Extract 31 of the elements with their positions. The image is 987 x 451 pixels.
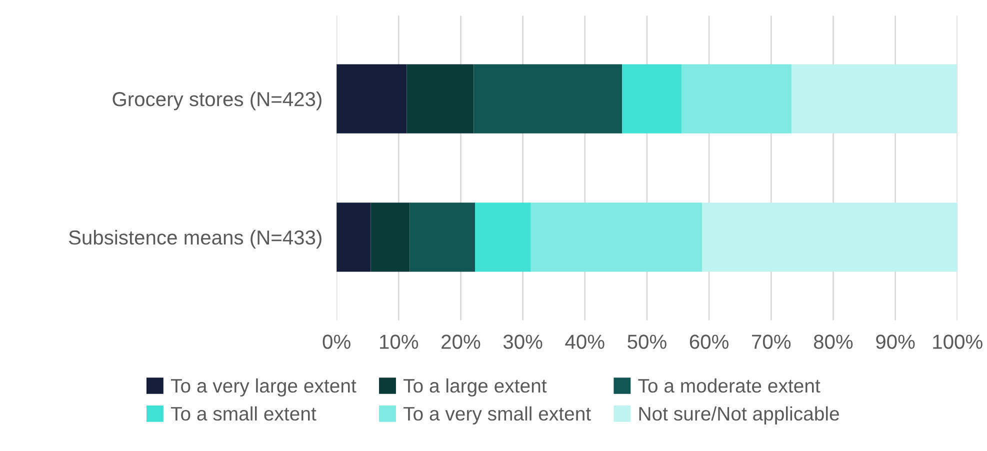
x-tick-label: 70%: [752, 334, 791, 349]
legend-label: Not sure/Not applicable: [639, 406, 839, 424]
bar: [370, 202, 410, 272]
x-tick-label: 0%: [322, 334, 350, 349]
bar: [702, 202, 958, 272]
x-tick-label: 90%: [876, 334, 915, 349]
bar: [406, 64, 474, 134]
x-tick-label: 40%: [565, 334, 604, 349]
legend-label: To a small extent: [170, 406, 316, 421]
x-tick-label: 100%: [933, 334, 982, 349]
x-tick-label: 60%: [690, 334, 728, 349]
bar: [336, 202, 371, 272]
bar: [475, 202, 531, 272]
bar: [792, 64, 957, 134]
bar: [530, 202, 702, 272]
bar: [474, 64, 622, 134]
y-tick-label: Grocery stores (N=423): [112, 92, 322, 110]
legend-label: To a large extent: [403, 378, 547, 397]
x-tick-label: 50%: [628, 334, 666, 349]
x-tick-label: 80%: [814, 334, 853, 349]
x-tick-label: 10%: [380, 334, 418, 349]
legend-label: To a very small extent: [403, 406, 591, 424]
x-tick-label: 20%: [442, 334, 480, 349]
legend-label: To a very large extent: [170, 378, 356, 397]
bar: [410, 202, 476, 272]
bar: [336, 64, 407, 134]
x-tick-label: 30%: [503, 334, 542, 349]
legend-label: To a moderate extent: [638, 378, 820, 393]
y-tick-label: Subsistence means (N=433): [68, 230, 322, 249]
bar: [682, 64, 792, 134]
bar: [622, 64, 682, 134]
